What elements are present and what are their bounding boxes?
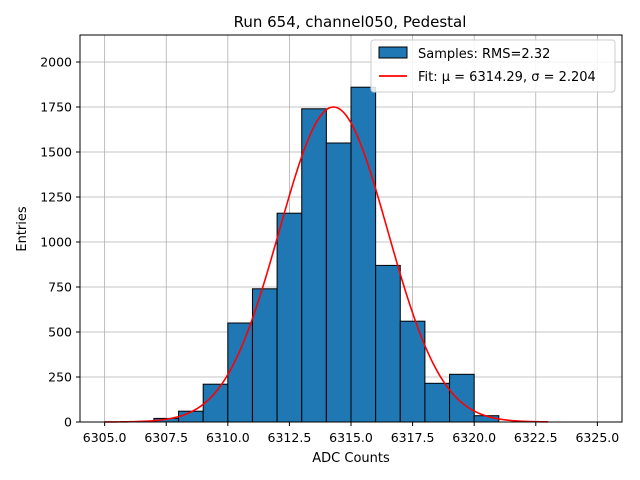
- x-tick-label: 6322.5: [514, 430, 558, 445]
- histogram-bar: [301, 108, 327, 423]
- y-tick-label: 500: [48, 325, 72, 340]
- legend-label-fit: Fit: μ = 6314.29, σ = 2.204: [418, 70, 596, 85]
- y-tick-label: 1750: [40, 100, 72, 115]
- histogram-bar: [375, 264, 401, 423]
- legend-bar-swatch: [378, 46, 408, 59]
- x-tick-label: 6312.5: [268, 430, 312, 445]
- histogram-bar: [399, 320, 426, 423]
- y-tick-label: 0: [64, 415, 72, 430]
- histogram-bar: [202, 383, 229, 423]
- legend-label-samples: Samples: RMS=2.32: [418, 47, 550, 62]
- x-tick-label: 6317.5: [391, 430, 435, 445]
- x-tick-label: 6305.0: [83, 430, 127, 445]
- y-tick-label: 1000: [40, 235, 72, 250]
- histogram-bar: [449, 373, 475, 423]
- x-tick-label: 6325.0: [575, 430, 619, 445]
- y-tick-label: 750: [48, 280, 72, 295]
- gaussian-fit-line: [104, 106, 549, 423]
- y-axis-label: Entries: [15, 206, 30, 252]
- y-tick-label: 250: [48, 370, 72, 385]
- x-axis-label: ADC Counts: [312, 451, 390, 466]
- histogram-bar: [325, 142, 352, 423]
- y-axis-ticks: 0 250 500 750 1000 1250 1500 1750 2000: [40, 55, 80, 430]
- chart-title: Run 654, channel050, Pedestal: [234, 13, 467, 31]
- histogram-bar: [227, 322, 253, 423]
- histogram-bars: [153, 86, 500, 423]
- x-tick-label: 6315.0: [329, 430, 373, 445]
- x-axis-ticks: 6305.0 6307.5 6310.0 6312.5 6315.0 6317.5 6320…: [83, 422, 619, 445]
- y-tick-label: 2000: [40, 55, 72, 70]
- x-tick-label: 6320.0: [452, 430, 496, 445]
- legend-box: [370, 39, 616, 93]
- y-tick-label: 1250: [40, 190, 72, 205]
- histogram-bar: [424, 382, 451, 423]
- x-tick-label: 6307.5: [144, 430, 188, 445]
- x-tick-label: 6310.0: [206, 430, 250, 445]
- histogram-bar: [350, 86, 377, 423]
- y-tick-label: 1500: [40, 145, 72, 160]
- legend: Samples: RMS=2.32 Fit: μ = 6314.29, σ = …: [370, 39, 616, 93]
- histogram-bar: [276, 212, 303, 423]
